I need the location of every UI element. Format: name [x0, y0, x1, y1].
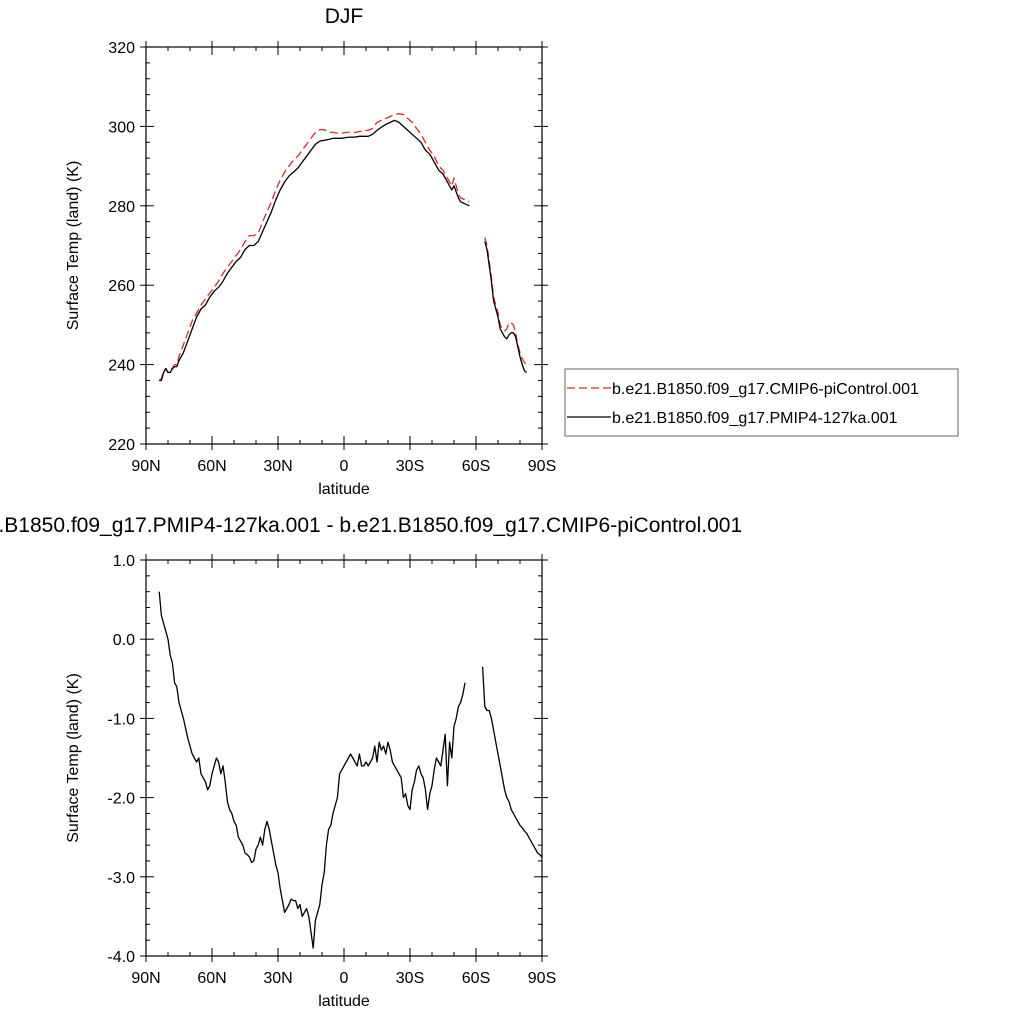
chart-panel-2: b.e21.B1850.f09_g17.PMIP4-127ka.001 - b.…	[0, 514, 742, 1010]
legend-label-2: b.e21.B1850.f09_g17.PMIP4-127ka.001	[612, 410, 898, 427]
chart-panel-1: DJF 220 240 260 280 300 320 90N 60N 30N 0 30S 60S 90S…	[65, 5, 959, 498]
y-axis-label: Surface Temp (land) (K)	[65, 161, 82, 331]
y-tick-label: 0.0	[113, 632, 135, 649]
series-line-2-segment-1	[159, 119, 470, 382]
y-tick-label: 240	[108, 358, 135, 375]
chart-title: b.e21.B1850.f09_g17.PMIP4-127ka.001 - b.…	[0, 514, 742, 537]
x-tick-label: 60S	[462, 458, 490, 475]
x-tick-label: 90S	[528, 970, 556, 987]
x-axis-label: latitude	[318, 993, 370, 1010]
x-tick-label: 90N	[131, 458, 160, 475]
legend-box	[564, 368, 959, 437]
series-line-1-segment-1	[158, 113, 470, 381]
y-tick-label: 260	[108, 278, 135, 295]
x-tick-label: 90S	[528, 458, 556, 475]
x-tick-label: 0	[340, 970, 349, 987]
x-tick-label: 60S	[462, 970, 490, 987]
series-line-2-segment-2	[484, 241, 528, 373]
y-tick-label: -1.0	[107, 711, 135, 728]
x-tick-label: 60N	[197, 970, 226, 987]
x-tick-label: 30S	[396, 458, 424, 475]
x-tick-label: 30N	[263, 970, 292, 987]
series-line-1-segment-2	[481, 666, 543, 858]
y-tick-label: -3.0	[107, 870, 135, 887]
y-tick-label: 280	[108, 199, 135, 216]
x-tick-label: 90N	[131, 970, 160, 987]
y-tick-label: 220	[108, 437, 135, 454]
y-tick-label: -4.0	[107, 949, 135, 966]
legend-label-1: b.e21.B1850.f09_g17.CMIP6-piControl.001	[612, 381, 919, 398]
chart-title: DJF	[325, 5, 364, 28]
legend: b.e21.B1850.f09_g17.CMIP6-piControl.001b…	[564, 368, 959, 437]
y-tick-label: -2.0	[107, 791, 135, 808]
y-tick-label: 300	[108, 119, 135, 136]
x-axis-label: latitude	[318, 481, 370, 498]
plot-frame	[145, 46, 543, 445]
x-tick-label: 30S	[396, 970, 424, 987]
x-tick-label: 0	[340, 458, 349, 475]
x-tick-label: 30N	[263, 458, 292, 475]
x-tick-label: 60N	[197, 458, 226, 475]
y-tick-label: 1.0	[113, 553, 135, 570]
series-line-1-segment-1	[158, 591, 466, 949]
plot-frame	[145, 559, 543, 957]
series-line-1-segment-2	[484, 237, 528, 366]
y-axis-label: Surface Temp (land) (K)	[65, 673, 82, 843]
y-tick-label: 320	[108, 40, 135, 57]
